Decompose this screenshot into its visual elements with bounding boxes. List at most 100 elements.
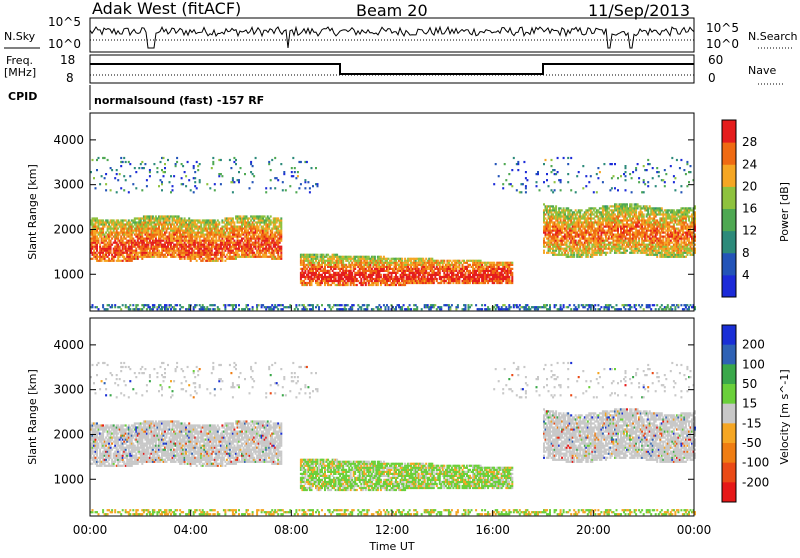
power-cell [220,183,222,185]
power-cell [203,258,205,260]
power-cell [386,282,388,284]
power-cell [383,256,385,258]
power-cell [147,230,149,232]
power-cell [256,232,258,234]
power-cell [141,308,143,310]
power-cell [253,223,255,225]
power-cell [250,161,252,163]
power-cell [552,248,554,250]
power-cell [321,266,323,268]
power-cell [249,234,251,236]
power-cell [149,250,151,252]
power-cell [146,240,148,242]
power-cell [238,232,240,234]
power-cell [348,262,350,264]
power-cell [95,223,97,225]
power-cell [504,163,506,165]
power-cell [173,306,175,308]
power-cell [523,161,525,163]
power-cell [140,219,142,221]
power-cell [262,226,264,228]
power-cell [368,256,370,258]
power-cell [465,304,467,306]
power-cell [564,219,566,221]
power-cell [495,308,497,310]
power-cell [120,157,122,159]
power-cell [369,266,371,268]
power-cell [546,219,548,221]
power-cell [217,226,219,228]
power-cell [555,209,557,211]
power-cell [120,236,122,238]
power-cell [258,304,260,306]
power-cell [433,270,435,272]
power-cell [525,171,527,173]
power-cell [572,250,574,252]
power-cell [144,163,146,165]
power-cell [323,254,325,256]
power-cell [172,189,174,191]
power-cell [135,248,137,250]
power-cell [455,268,457,270]
power-cell [543,244,545,246]
power-cell [176,246,178,248]
power-cell [350,256,352,258]
power-cell [193,167,195,169]
power-cell [95,234,97,236]
power-cell [366,260,368,262]
power-cell [318,262,320,264]
power-cell [462,264,464,266]
power-cell [276,236,278,238]
power-cell [209,226,211,228]
power-cell [282,304,284,306]
power-cell [232,179,234,181]
power-cell [570,189,572,191]
power-cell [351,274,353,276]
power-cell [323,258,325,260]
power-cell [557,238,559,240]
power-cell [108,254,110,256]
power-cell [300,278,302,280]
power-cell [224,306,226,308]
power-cell [147,232,149,234]
power-cell [578,252,580,254]
power-cell [481,304,483,306]
power-cell [576,308,578,310]
power-cell [457,306,459,308]
power-cell [117,179,119,181]
power-cell [484,272,486,274]
power-cell [386,260,388,262]
power-cell [147,226,149,228]
power-cell [280,226,282,228]
power-cell [567,181,569,183]
power-cell [214,219,216,221]
power-cell [200,226,202,228]
power-cell [232,238,234,240]
power-cell [536,185,538,187]
power-cell [569,226,571,228]
power-cell [380,256,382,258]
power-cell [380,276,382,278]
power-cell [462,272,464,274]
power-cell [117,244,119,246]
power-cell [341,276,343,278]
power-cell [137,240,139,242]
power-cell [339,282,341,284]
power-cell [522,183,524,185]
power-cell [122,304,124,306]
power-cell [549,250,551,252]
power-cell [421,308,423,310]
power-cell [451,262,453,264]
power-cell [333,282,335,284]
power-cell [424,276,426,278]
power-cell [573,254,575,256]
power-cell [206,230,208,232]
power-cell [315,167,317,169]
power-cell [252,181,254,183]
power-cell [256,306,258,308]
power-cell [563,157,565,159]
power-cell [233,223,235,225]
power-cell [566,250,568,252]
power-cell [262,304,264,306]
power-cell [96,217,98,219]
